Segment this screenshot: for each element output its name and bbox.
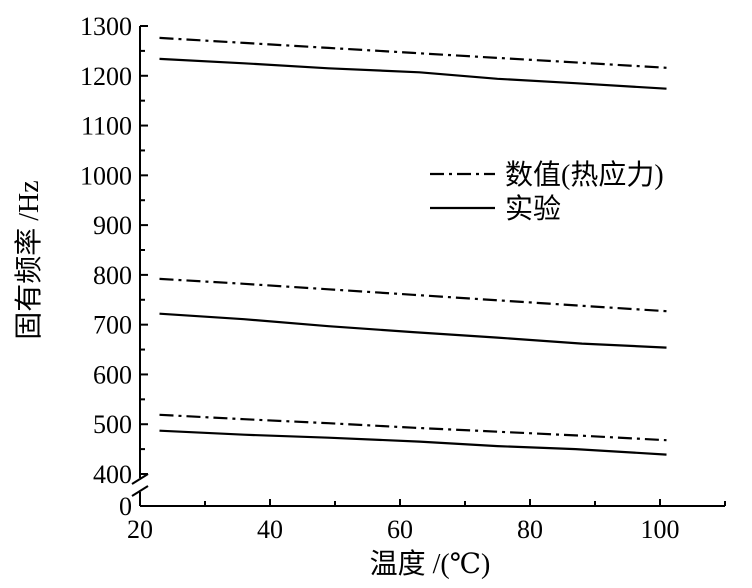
y-tick-label: 900 (93, 211, 132, 240)
x-tick-label: 80 (517, 515, 543, 544)
series-layer (159, 36, 667, 456)
y-tick-label: 500 (93, 410, 132, 439)
axis-break-mark-1 (131, 473, 149, 485)
x-tick-label: 40 (257, 515, 283, 544)
numerical-series-line-3 (159, 277, 667, 313)
legend-label-2: 实验 (505, 193, 561, 225)
experiment-series-line-6 (159, 429, 667, 456)
axis-break-mark-2 (131, 485, 149, 497)
numerical-series-line-5 (159, 413, 667, 442)
y-tick-label: 1300 (80, 12, 132, 41)
y-tick-label: 0 (119, 492, 132, 521)
x-tick-label: 100 (641, 515, 680, 544)
y-tick-label: 800 (93, 261, 132, 290)
x-tick-label: 60 (387, 515, 413, 544)
legend: 数值(热应力)实验 (430, 159, 664, 225)
y-tick-label: 1200 (80, 62, 132, 91)
y-tick-label: 400 (93, 460, 132, 489)
experiment-series-line-2 (159, 57, 667, 90)
experiment-series-line-4 (159, 312, 667, 349)
y-tick-label: 600 (93, 360, 132, 389)
x-tick-label: 20 (127, 515, 153, 544)
x-axis-label: 温度 /(℃) (370, 548, 491, 580)
y-tick-label: 700 (93, 311, 132, 340)
y-axis-label: 固有频率 /Hz (13, 180, 45, 339)
y-tick-label: 1000 (80, 161, 132, 190)
legend-label-1: 数值(热应力) (505, 159, 664, 191)
y-tick-label: 1100 (81, 112, 132, 141)
numerical-series-line-1 (159, 36, 667, 69)
ticks: 20 40 60 80 10004005006007008009001000110012… (80, 12, 726, 544)
